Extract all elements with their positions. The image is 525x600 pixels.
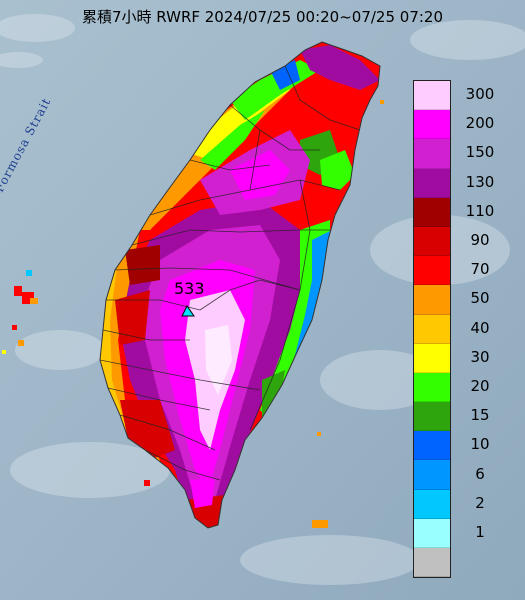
legend-swatch	[414, 285, 450, 315]
legend-label: 6	[475, 464, 485, 483]
legend-swatch	[414, 402, 450, 432]
legend-swatch	[414, 314, 450, 344]
legend-swatch	[414, 518, 450, 548]
legend-swatch	[414, 548, 450, 578]
legend-label: 200	[465, 114, 495, 133]
legend-swatch	[414, 431, 450, 461]
taiwan-coastline	[99, 41, 381, 529]
legend-swatch	[414, 372, 450, 403]
legend-label: 2	[475, 493, 485, 512]
legend-swatch	[414, 226, 450, 257]
max-value-marker-icon	[181, 305, 195, 317]
max-value-label: 533	[174, 279, 205, 298]
legend-label: 150	[465, 143, 495, 162]
legend-swatch	[414, 256, 450, 286]
legend-label: 20	[470, 377, 490, 395]
legend-label: 15	[470, 406, 490, 425]
legend-label: 40	[470, 318, 490, 337]
color-legend	[413, 80, 451, 579]
legend-swatch	[414, 343, 450, 373]
legend-label: 50	[470, 289, 490, 308]
legend-label: 110	[465, 201, 495, 220]
legend-label: 130	[465, 172, 495, 191]
cloud-texture	[0, 14, 525, 585]
offshore-islands	[2, 100, 384, 528]
legend-swatch	[414, 168, 450, 198]
legend-label: 70	[470, 260, 490, 279]
legend-swatch	[414, 489, 450, 519]
legend-swatch	[414, 139, 450, 169]
legend-label: 10	[470, 435, 490, 454]
legend-swatch	[414, 460, 450, 490]
legend-label: 30	[470, 347, 490, 366]
legend-swatch	[414, 81, 450, 111]
legend-swatch	[414, 110, 450, 140]
legend-label: 1	[475, 523, 485, 541]
legend-label: 300	[465, 85, 495, 103]
map-title: 累積7小時 RWRF 2024/07/25 00:20~07/25 07:20	[81, 8, 444, 26]
legend-label: 90	[470, 231, 490, 249]
legend-swatch	[414, 197, 450, 227]
